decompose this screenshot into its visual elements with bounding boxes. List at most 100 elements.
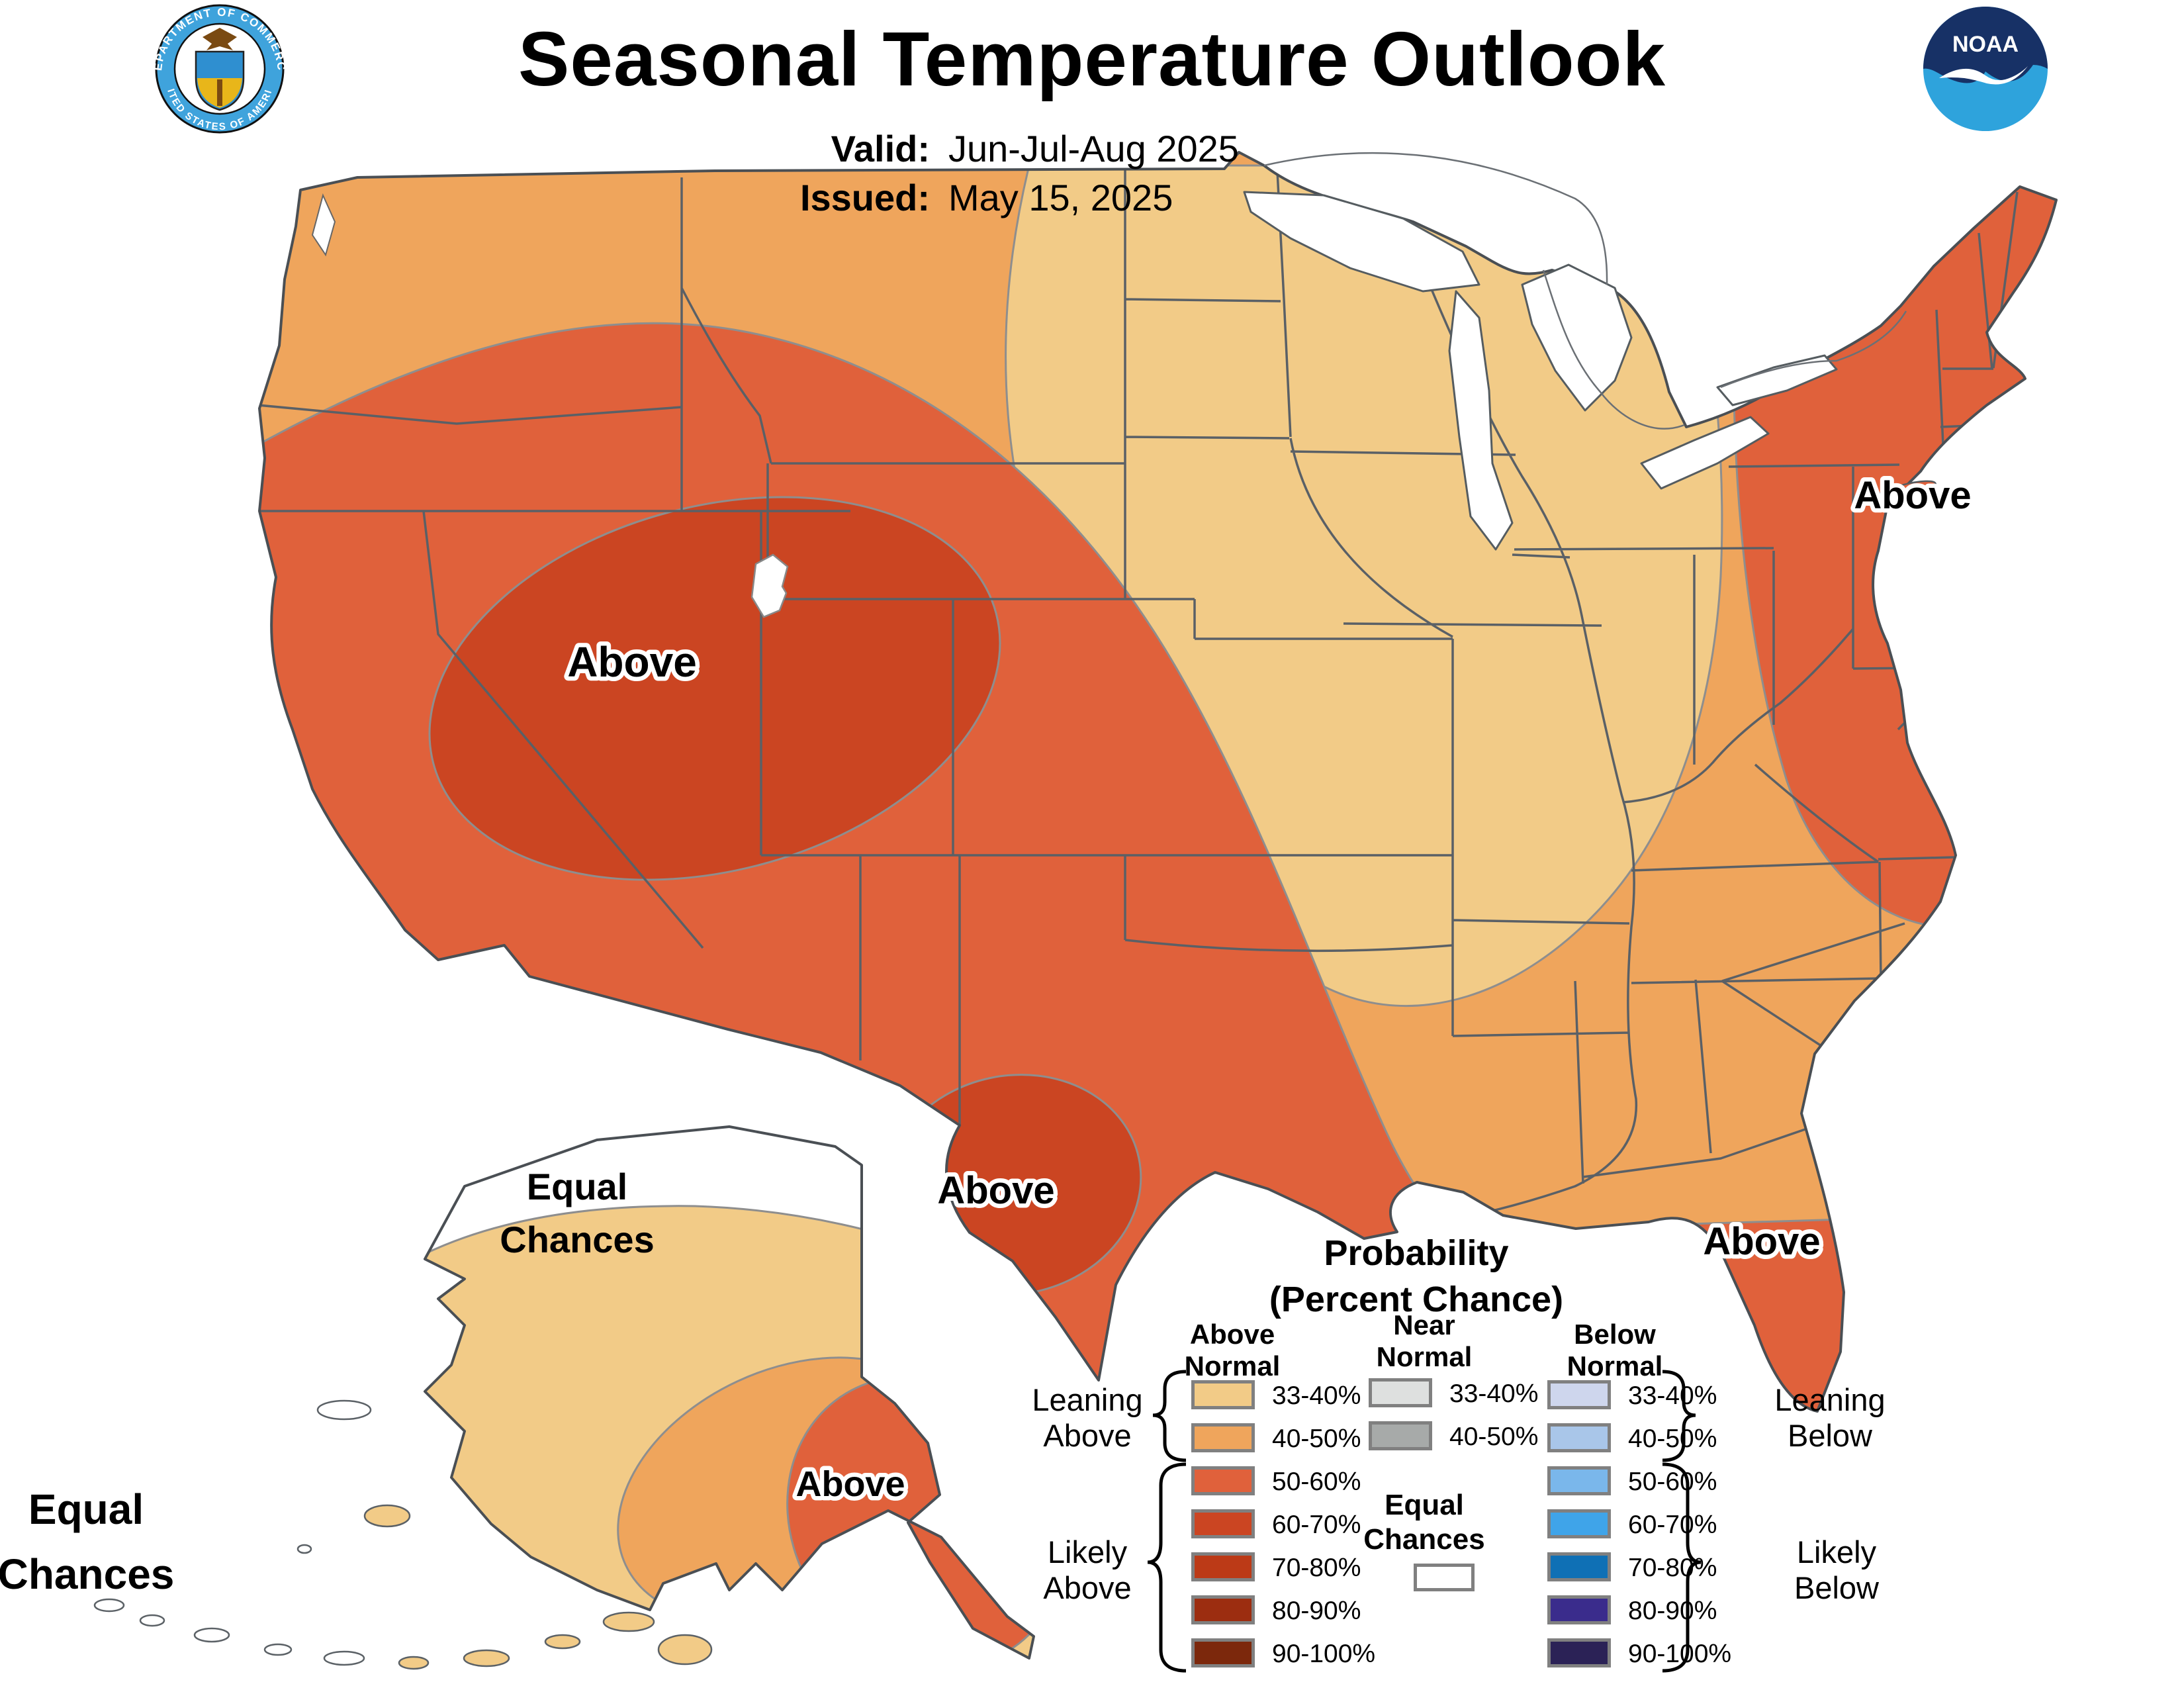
legend-side-likely-below: Likely Below [1794,1534,1879,1605]
legend-column-near-normal: 33-40% 40-50% [1369,1378,1587,1464]
band-above-60-70-west [428,496,1001,881]
legend-equal-chances: Equal Chances [1363,1489,1485,1556]
doc-seal: DEPARTMENT OF COMMERCE UNITED STATES OF … [0,0,287,134]
legend-title: Probability (Percent Chance) [1231,1230,1602,1323]
legend-side-leaning-below: Leaning Below [1774,1382,1886,1453]
alaska-outline [424,1125,1035,1660]
doc-seal-eagle-icon [203,28,237,50]
brace-leaning-above-icon [1152,1370,1187,1462]
legend-range-label: 70-80% [1628,1554,1717,1582]
label-above-texas: Above [937,1169,1054,1212]
canada-outline [1263,152,1907,430]
legend-range-label: 70-80% [1272,1554,1361,1582]
great-salt-lake [751,553,789,618]
label-ec-alaska-2: Chances [500,1219,654,1260]
legend-row: 90-100% [1191,1638,1410,1681]
label-ec-aleutians-1: Equal [28,1485,144,1533]
legend-range-label: 40-50% [1272,1425,1361,1453]
legend-swatch [1369,1421,1432,1450]
legend-row: 80-90% [1191,1595,1410,1638]
long-island [1873,480,1936,502]
legend-range-label: 33-40% [1272,1382,1361,1410]
legend-swatch [1369,1378,1432,1407]
page-title: Seasonal Temperature Outlook [518,16,1666,102]
noaa-seagull-icon [1939,66,2028,85]
conus-bands [259,152,2056,1411]
legend-braces [1147,1370,1702,1673]
legend-range-label: 50-60% [1272,1468,1361,1496]
legend-range-label: 40-50% [1449,1423,1539,1451]
noaa-logo-top [1923,7,2048,83]
issue-block: Valid: Jun-Jul-Aug 2025 Issued: May 15, … [731,124,1239,222]
legend-column-below-normal: 33-40% 40-50% 50-60% 60-70% 70-80% 80-90% 90-1… [1547,1380,1766,1681]
legend-row: 50-60% [1191,1466,1410,1509]
legend-swatch [1547,1380,1611,1409]
legend-swatch [1191,1466,1255,1495]
legend-row: 40-50% [1191,1423,1410,1466]
issued-value: May 15, 2025 [948,177,1173,218]
legend-row: 40-50% [1369,1421,1587,1464]
legend-range-label: 33-40% [1628,1382,1717,1410]
valid-label: Valid: [831,128,930,169]
legend-range-label: 90-100% [1628,1640,1732,1668]
label-above-west: Above [567,638,697,686]
legend-swatch [1191,1595,1255,1624]
conus-outline [258,151,2058,1413]
legend-header-below: Below Normal [1567,1319,1663,1382]
legend-swatch [1191,1552,1255,1581]
legend-header-above: Above Normal [1184,1319,1281,1382]
legend-range-label: 80-90% [1272,1597,1361,1625]
label-above-alaska: Above [796,1464,905,1504]
legend-title-line2: (Percent Chance) [1269,1280,1564,1319]
aleutian-islands [93,1399,713,1670]
lake-superior [1243,191,1480,293]
legend-swatch [1547,1466,1611,1495]
noaa-logo-text: NOAA [1952,32,2019,57]
legend-range-label: 60-70% [1272,1511,1361,1539]
legend-swatch [1191,1380,1255,1409]
legend-equal-chances-swatch [1414,1564,1475,1591]
legend-swatch [1191,1638,1255,1667]
legend-range-label: 50-60% [1628,1468,1717,1496]
label-above-northeast: Above [1854,474,1971,517]
legend-range-label: 40-50% [1628,1425,1717,1453]
legend-range-label: 33-40% [1449,1380,1539,1408]
brace-likely-below-icon [1662,1462,1702,1673]
legend-header-near: Near Normal [1376,1309,1473,1372]
valid-value: Jun-Jul-Aug 2025 [948,128,1239,169]
legend-row: 70-80% [1191,1552,1410,1595]
legend-row: 50-60% [1547,1466,1766,1509]
legend-row: 33-40% [1547,1380,1766,1423]
legend-swatch [1547,1595,1611,1624]
legend-range-label: 80-90% [1628,1597,1717,1625]
doc-seal-lighthouse-icon [217,79,222,106]
puget-sound [311,193,336,257]
label-ec-aleutians-2: Chances [0,1550,174,1598]
legend-range-label: 60-70% [1628,1511,1717,1539]
brace-likely-above-icon [1147,1462,1187,1673]
noaa-logo: NOAA [1923,7,2048,131]
legend-column-above-normal: 33-40% 40-50% 50-60% 60-70% 70-80% 80-90% 90-1… [1191,1380,1410,1681]
legend-row: 70-80% [1547,1552,1766,1595]
lake-erie [1640,416,1770,490]
legend-swatch [1191,1509,1255,1538]
legend-title-line1: Probability [1324,1233,1509,1273]
issued-row: Issued: May 15, 2025 [731,173,1239,222]
label-above-florida: Above [1703,1220,1820,1263]
issued-label: Issued: [799,177,930,218]
legend-side-leaning-above: Leaning Above [1032,1382,1143,1453]
lake-huron [1521,263,1633,412]
lake-ontario [1716,354,1838,406]
legend-swatch [1547,1423,1611,1452]
legend-swatch [1547,1509,1611,1538]
legend-row: 60-70% [1191,1509,1410,1552]
valid-row: Valid: Jun-Jul-Aug 2025 [731,124,1239,173]
brace-leaning-below-icon [1662,1370,1696,1462]
legend-swatch [1547,1638,1611,1667]
legend-range-label: 90-100% [1272,1640,1376,1668]
legend-swatch [1547,1552,1611,1581]
great-lakes [1243,191,1838,551]
legend-row: 80-90% [1547,1595,1766,1638]
